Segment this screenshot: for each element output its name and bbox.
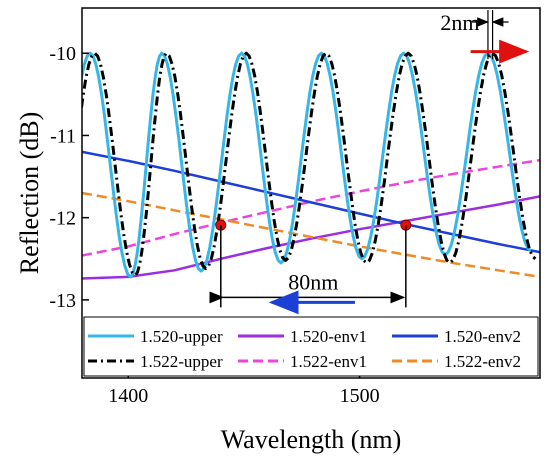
y-axis-label: Reflection (dB): [15, 112, 44, 274]
legend-label-1522-upper: 1.522-upper: [140, 352, 223, 371]
annotations-layer: 80nm 2nm: [209, 10, 530, 315]
legend-label-1520-env2: 1.520-env2: [444, 327, 521, 346]
series-line-1522-env2: [82, 191, 540, 279]
legend: 1.520-upper 1.520-env1 1.520-env2 1.522-…: [83, 316, 539, 377]
plot-frame: [81, 7, 541, 379]
x-tick-label-1400: 1400: [108, 385, 148, 407]
axis-ticks: 1400 1500 -13 -12 -11 -10: [49, 43, 379, 407]
curves-layer: [82, 51, 540, 280]
y-tick-label-minus11: -11: [50, 125, 76, 147]
x-tick-label-1500: 1500: [340, 385, 380, 407]
legend-label-1522-env2: 1.522-env2: [444, 352, 521, 371]
legend-box: [83, 316, 539, 377]
y-tick-label-minus12: -12: [49, 208, 76, 230]
series-line-1520-env1: [82, 195, 540, 280]
series-line-1522-env1: [82, 158, 540, 257]
y-tick-label-minus13: -13: [49, 290, 76, 312]
label-80nm: 80nm: [288, 269, 338, 294]
legend-label-1520-env1: 1.520-env1: [290, 327, 367, 346]
y-tick-label-minus10: -10: [49, 43, 76, 65]
x-axis-label: Wavelength (nm): [221, 425, 402, 454]
series-line-1520-env2: [82, 150, 540, 254]
legend-label-1522-env1: 1.522-env1: [290, 352, 367, 371]
legend-label-1520-upper: 1.520-upper: [140, 327, 223, 346]
series-line-1522-upper: [82, 51, 537, 277]
